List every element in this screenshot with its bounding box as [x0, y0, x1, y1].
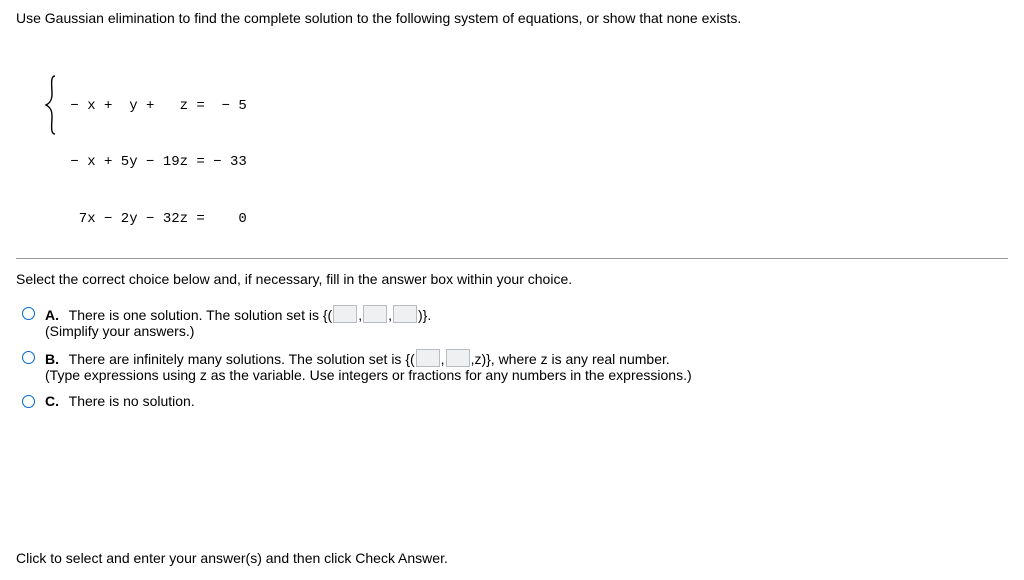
equation-line-2: − x + 5y − 19z = − 33: [62, 153, 1008, 172]
radio-c[interactable]: [22, 395, 35, 408]
choice-b-box-2[interactable]: [446, 349, 470, 367]
radio-b[interactable]: [22, 351, 35, 364]
choice-b-hint: (Type expressions using z as the variabl…: [45, 367, 1008, 383]
choice-c[interactable]: C. There is no solution.: [22, 393, 1008, 409]
footer-instruction: Click to select and enter your answer(s)…: [16, 550, 448, 566]
choice-a[interactable]: A. There is one solution. The solution s…: [22, 305, 1008, 339]
choice-b[interactable]: B. There are infinitely many solutions. …: [22, 349, 1008, 383]
select-instruction: Select the correct choice below and, if …: [16, 271, 1008, 287]
choice-b-text-before: There are infinitely many solutions. The…: [69, 351, 415, 367]
choice-b-sep: ,: [441, 351, 445, 367]
divider: [16, 258, 1008, 259]
question-prompt: Use Gaussian elimination to find the com…: [16, 10, 1008, 26]
equation-system: − x + y + z = − 5 − x + 5y − 19z = − 33 …: [44, 40, 1008, 248]
equation-line-1: − x + y + z = − 5: [62, 97, 1008, 116]
equation-line-3: 7x − 2y − 32z = 0: [62, 210, 1008, 229]
choice-a-box-2[interactable]: [363, 305, 387, 323]
choice-c-text: There is no solution.: [69, 393, 195, 409]
choice-a-sep2: ,: [388, 307, 392, 323]
choice-a-sep1: ,: [358, 307, 362, 323]
choices-group: A. There is one solution. The solution s…: [16, 305, 1008, 409]
choice-a-text-after: )}.: [418, 307, 431, 323]
choice-a-box-1[interactable]: [333, 305, 357, 323]
choice-a-hint: (Simplify your answers.): [45, 323, 1008, 339]
choice-a-label: A.: [45, 307, 59, 323]
choice-c-label: C.: [45, 393, 59, 409]
choice-b-box-1[interactable]: [416, 349, 440, 367]
choice-a-box-3[interactable]: [393, 305, 417, 323]
choice-a-text-before: There is one solution. The solution set …: [69, 307, 333, 323]
choice-b-text-after: ,z)}, where z is any real number.: [471, 351, 670, 367]
choice-b-label: B.: [45, 351, 59, 367]
radio-a[interactable]: [22, 307, 35, 320]
left-brace-icon: [44, 36, 58, 98]
